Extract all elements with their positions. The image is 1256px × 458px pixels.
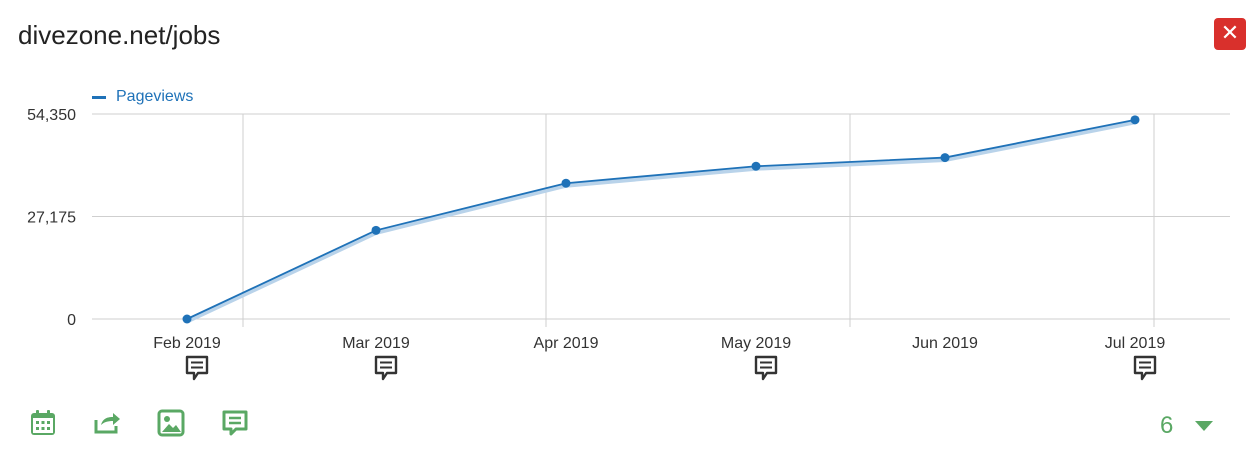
legend-swatch (92, 95, 106, 99)
legend-label: Pageviews (116, 88, 194, 105)
page-title: divezone.net/jobs (18, 20, 221, 50)
annotation-marker-icon[interactable] (754, 355, 778, 381)
y-tick-label: 27,175 (27, 210, 76, 227)
calendar-icon (31, 410, 55, 435)
annotation-marker-icon[interactable] (1133, 355, 1157, 381)
legend-item-pageviews[interactable]: Pageviews (92, 88, 193, 106)
series-line-shadow (185, 119, 1136, 324)
data-point (751, 161, 761, 171)
chevron-down-icon[interactable] (1195, 421, 1214, 431)
y-tick-label: 54,350 (27, 107, 76, 124)
data-point (371, 225, 381, 235)
data-point (1130, 115, 1140, 125)
annotation-icon (222, 410, 248, 436)
share-icon (94, 413, 120, 434)
x-tick-label: May 2019 (721, 335, 791, 352)
annotation-button[interactable] (220, 408, 284, 438)
y-tick-label: 0 (67, 312, 76, 329)
x-tick-label: Apr 2019 (534, 335, 599, 352)
line-chart: 0 27,175 54,350 Feb 2019 Mar 2019 Apr 2019 Ma… (27, 107, 1230, 381)
annotation-marker-icon[interactable] (185, 355, 209, 381)
calendar-button[interactable] (28, 408, 92, 438)
x-tick-label: Feb 2019 (153, 335, 221, 352)
x-tick-label: Mar 2019 (342, 335, 410, 352)
x-tick-label: Jul 2019 (1105, 335, 1166, 352)
series-line-pageviews (186, 118, 1136, 320)
data-point (940, 153, 950, 163)
annotation-marker-icon[interactable] (374, 355, 398, 381)
data-point (182, 314, 192, 324)
image-button[interactable] (156, 408, 220, 438)
pager-count: 6 (1160, 412, 1174, 439)
annotation-pager: 6 (1160, 412, 1214, 440)
share-button[interactable] (92, 408, 156, 438)
data-point (561, 178, 571, 188)
chart-toolbar (28, 408, 284, 438)
image-icon (157, 409, 185, 437)
close-button[interactable]: ✕ (1214, 18, 1246, 50)
x-tick-label: Jun 2019 (912, 335, 978, 352)
